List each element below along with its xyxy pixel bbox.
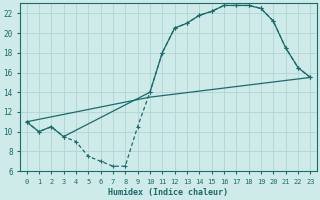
- X-axis label: Humidex (Indice chaleur): Humidex (Indice chaleur): [108, 188, 228, 197]
